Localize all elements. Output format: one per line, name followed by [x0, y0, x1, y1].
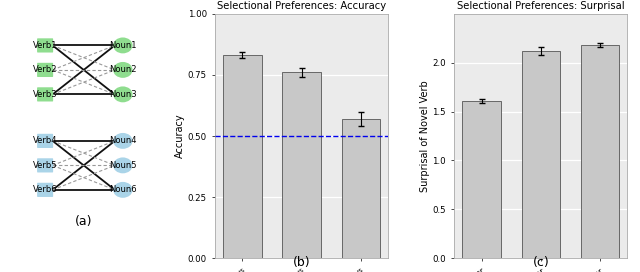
Text: Verb2: Verb2 [33, 65, 58, 75]
Bar [581, 45, 620, 258]
FancyBboxPatch shape [37, 63, 53, 77]
FancyBboxPatch shape [37, 134, 53, 148]
Text: Verb4: Verb4 [33, 136, 58, 146]
Text: (a): (a) [76, 215, 93, 228]
Ellipse shape [113, 182, 132, 198]
Text: Verb3: Verb3 [33, 90, 58, 99]
Text: Noun1: Noun1 [109, 41, 136, 50]
Text: Noun5: Noun5 [109, 161, 136, 170]
Y-axis label: Accuracy: Accuracy [175, 114, 185, 158]
Text: Noun6: Noun6 [109, 185, 137, 194]
Ellipse shape [113, 157, 132, 173]
Text: (c): (c) [532, 256, 549, 269]
Bar [223, 55, 262, 258]
Ellipse shape [113, 62, 132, 78]
Text: Verb6: Verb6 [33, 185, 58, 194]
Title: Selectional Preferences: Surprisal: Selectional Preferences: Surprisal [457, 1, 625, 11]
FancyBboxPatch shape [37, 158, 53, 172]
Text: Noun4: Noun4 [109, 136, 136, 146]
Text: Noun3: Noun3 [109, 90, 137, 99]
Y-axis label: Surprisal of Novel Verb: Surprisal of Novel Verb [420, 80, 429, 192]
Text: Verb1: Verb1 [33, 41, 58, 50]
Bar [522, 51, 560, 258]
Text: Noun2: Noun2 [109, 65, 136, 75]
Ellipse shape [113, 86, 132, 102]
Bar [342, 119, 380, 258]
Bar [282, 72, 321, 258]
Text: (b): (b) [292, 256, 310, 269]
Text: Verb5: Verb5 [33, 161, 58, 170]
FancyBboxPatch shape [37, 38, 53, 52]
FancyBboxPatch shape [37, 183, 53, 197]
FancyBboxPatch shape [37, 87, 53, 101]
Ellipse shape [113, 38, 132, 53]
Bar [462, 101, 501, 258]
Ellipse shape [113, 133, 132, 149]
Title: Selectional Preferences: Accuracy: Selectional Preferences: Accuracy [217, 1, 386, 11]
